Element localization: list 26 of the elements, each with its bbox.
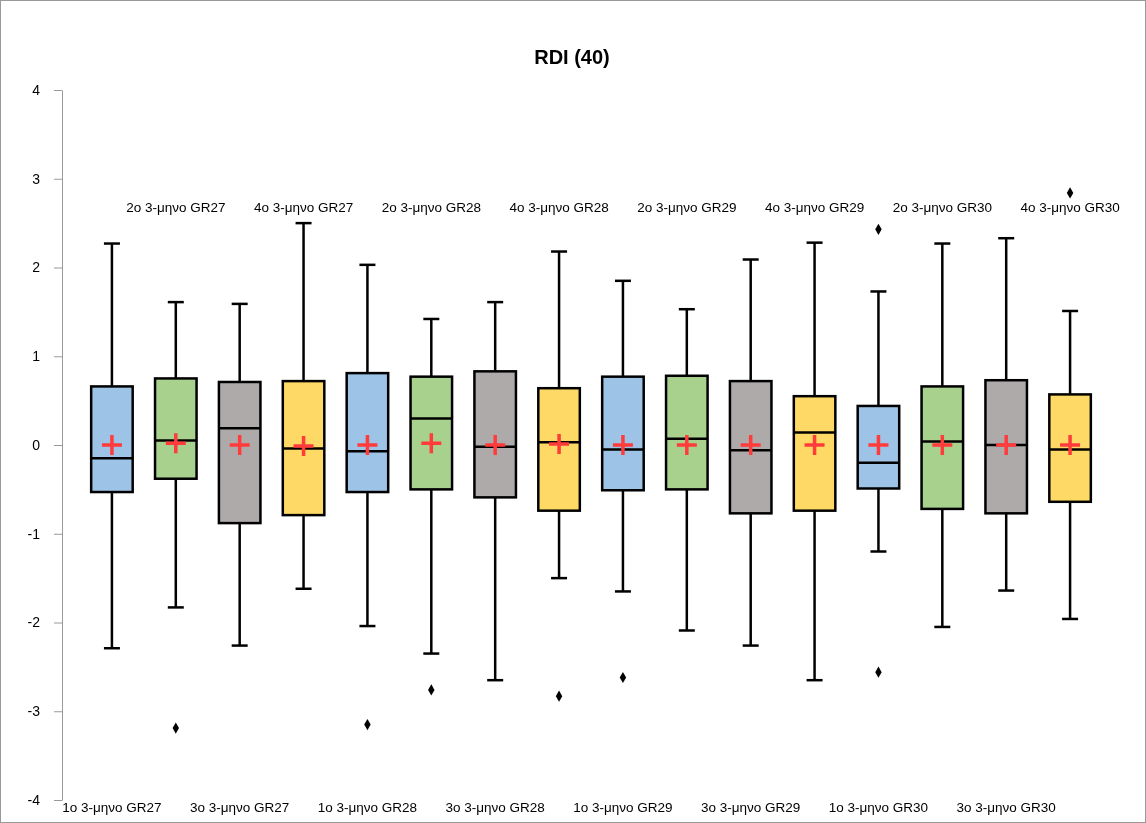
x-tick-label: 3ο 3-μηνο GR30: [956, 800, 1056, 815]
y-tick-label: 2: [32, 259, 41, 276]
y-tick-label: 4: [32, 81, 41, 98]
y-tick-label: 1: [32, 348, 41, 365]
x-tick-label: 3ο 3-μηνο GR29: [701, 800, 801, 815]
y-tick-label: -4: [27, 791, 41, 808]
x-tick-label: 4ο 3-μηνο GR29: [764, 200, 865, 215]
y-tick-label: 3: [32, 170, 41, 187]
x-tick-label: 1ο 3-μηνο GR29: [573, 800, 673, 815]
x-tick-label: 3ο 3-μηνο GR27: [190, 800, 290, 815]
x-tick-label: 2ο 3-μηνο GR30: [892, 200, 992, 215]
x-tick-label: 2ο 3-μηνο GR28: [381, 200, 481, 215]
chart-title: RDI (40): [534, 46, 610, 68]
x-tick-label: 1ο 3-μηνο GR27: [62, 800, 162, 815]
y-tick-label: -3: [27, 703, 41, 720]
x-tick-label: 2ο 3-μηνο GR29: [637, 200, 737, 215]
x-tick-label: 4ο 3-μηνο GR28: [509, 200, 609, 215]
x-tick-label: 1ο 3-μηνο GR28: [317, 800, 418, 815]
x-tick-label: 4ο 3-μηνο GR27: [253, 200, 354, 215]
x-tick-label: 3ο 3-μηνο GR28: [445, 800, 545, 815]
y-tick-label: 0: [32, 436, 41, 453]
x-tick-label: 2ο 3-μηνο GR27: [126, 200, 226, 215]
y-tick-label: -2: [27, 614, 41, 631]
y-tick-label: -1: [27, 525, 41, 542]
x-tick-label: 4ο 3-μηνο GR30: [1020, 200, 1120, 215]
x-tick-label: 1ο 3-μηνο GR30: [828, 800, 929, 815]
